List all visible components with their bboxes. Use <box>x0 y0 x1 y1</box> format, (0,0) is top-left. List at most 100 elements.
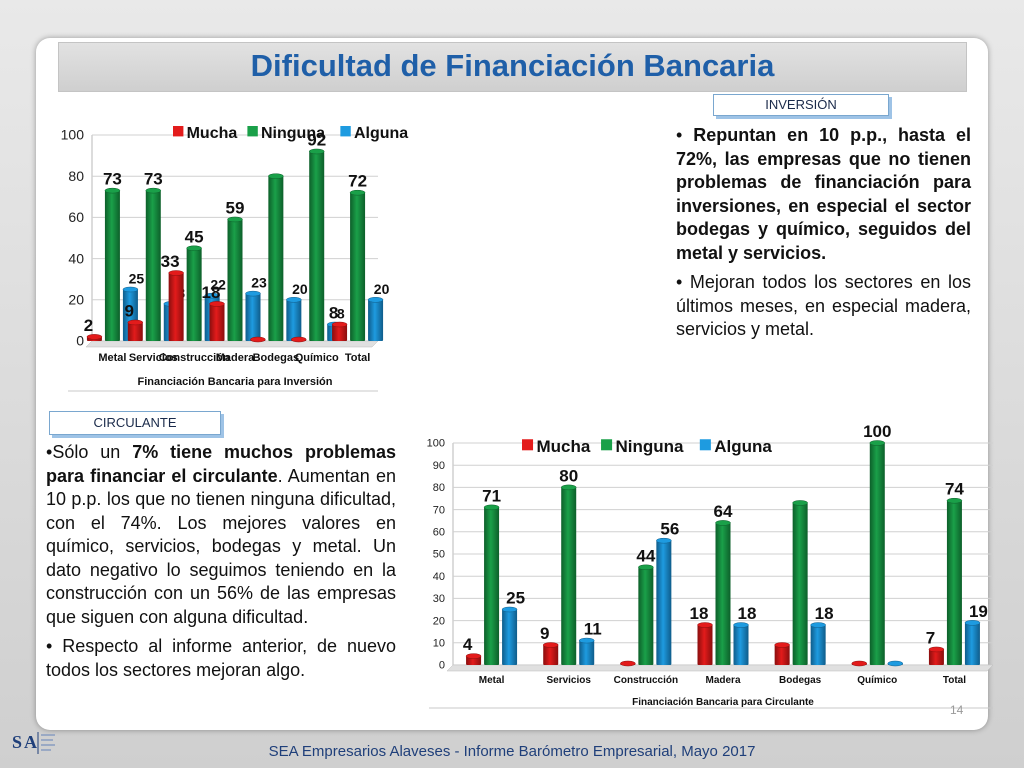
bar-cap-ninguna <box>560 484 577 491</box>
bar-alguna <box>810 625 826 665</box>
y-tick-label: 0 <box>76 333 84 349</box>
inversion-tag: INVERSIÓN <box>713 94 889 116</box>
data-label: 25 <box>129 271 145 287</box>
data-label: 45 <box>185 227 204 246</box>
y-tick-label: 60 <box>68 209 84 225</box>
bar-cap-mucha <box>168 270 184 276</box>
bar-cap-mucha <box>465 653 482 659</box>
data-label: 59 <box>226 198 245 217</box>
legend-label-mucha: Mucha <box>187 125 238 142</box>
bar-cap-ninguna <box>638 564 654 571</box>
data-label: 8 <box>329 304 338 323</box>
data-label: 64 <box>714 502 733 521</box>
data-label: 73 <box>144 170 163 189</box>
legend-label-mucha: Mucha <box>536 437 590 456</box>
y-tick-label: 0 <box>439 660 445 672</box>
category-label: Construcción <box>614 675 678 686</box>
data-label: 19 <box>969 602 988 621</box>
y-tick-label: 20 <box>68 291 84 307</box>
category-label: Metal <box>479 675 505 686</box>
bar-cap-ninguna <box>715 520 731 526</box>
data-label: 80 <box>559 466 578 485</box>
circulante-paragraph-1: •Sólo un 7% tiene muchos problemas para … <box>46 442 397 627</box>
bar-mucha <box>774 645 790 665</box>
category-label: Madera <box>705 675 740 686</box>
category-label: Total <box>345 352 370 364</box>
y-tick-label: 70 <box>433 504 445 516</box>
data-label: 20 <box>374 281 390 297</box>
data-label: 73 <box>103 170 122 189</box>
bar-ninguna <box>484 507 500 665</box>
inversion-p1-rest: , hasta el 72%, las empresas que no tien… <box>676 125 971 263</box>
category-label: Total <box>943 675 966 686</box>
category-label: Madera <box>216 352 255 364</box>
circulante-p1-a: Sólo un <box>52 442 133 462</box>
bar-cap-mucha <box>774 642 790 648</box>
y-tick-label: 20 <box>433 615 445 627</box>
data-label: 18 <box>815 604 834 623</box>
bar-ninguna <box>186 248 202 341</box>
bar-cap-alguna <box>578 637 595 644</box>
legend-swatch-ninguna <box>601 439 613 451</box>
bar-alguna <box>368 299 384 341</box>
category-label: Bodegas <box>253 352 299 364</box>
bar-cap-alguna <box>887 660 904 667</box>
bar-cap-alguna <box>367 297 384 303</box>
bar-cap-ninguna <box>483 504 500 511</box>
circulante-text: •Sólo un 7% tiene muchos problemas para … <box>46 441 396 688</box>
legend-label-ninguna: Ninguna <box>261 125 325 142</box>
data-label: 9 <box>540 624 549 643</box>
category-label: Químico <box>295 352 339 364</box>
data-label: 74 <box>945 480 964 499</box>
bar-cap-alguna <box>733 622 749 628</box>
bar-cap-mucha <box>290 336 307 343</box>
bar-alguna <box>964 622 980 665</box>
bar-cap-ninguna <box>946 497 963 504</box>
category-label: Metal <box>98 352 126 364</box>
data-label: 18 <box>690 604 709 623</box>
bar-cap-ninguna <box>349 189 366 196</box>
bar-cap-mucha <box>127 319 144 326</box>
y-tick-label: 100 <box>61 127 85 143</box>
y-tick-label: 100 <box>427 438 445 450</box>
inversion-paragraph-2: • Mejoran todos los sectores en los últi… <box>676 272 971 339</box>
legend-label-alguna: Alguna <box>714 437 772 456</box>
sea-logo: S A <box>12 732 55 754</box>
legend-swatch-ninguna <box>247 126 258 137</box>
y-tick-label: 40 <box>68 250 84 266</box>
y-tick-label: 30 <box>433 593 445 605</box>
bar-mucha <box>697 625 713 665</box>
bar-alguna <box>245 293 261 341</box>
bar-cap-alguna <box>501 606 518 613</box>
inversion-p2: Mejoran todos los sectores en los último… <box>676 272 971 339</box>
y-tick-label: 50 <box>433 549 445 561</box>
bar-cap-mucha <box>542 642 559 648</box>
bar-cap-mucha <box>928 646 945 653</box>
category-label: Químico <box>857 675 897 686</box>
data-label: 18 <box>202 283 221 302</box>
bar-cap-mucha <box>331 321 348 328</box>
inversion-text: • Repuntan en 10 p.p., hasta el 72%, las… <box>676 124 971 348</box>
bar-mucha <box>543 645 559 665</box>
inversion-highlight: Repuntan en 10 p.p. <box>693 125 883 145</box>
category-label: Bodegas <box>779 675 822 686</box>
bar-ninguna <box>561 487 577 665</box>
bar-alguna <box>733 625 749 665</box>
bar-alguna <box>502 609 518 665</box>
bar-cap-alguna <box>204 292 220 299</box>
bar-cap-ninguna <box>186 245 202 252</box>
bar-mucha <box>168 273 184 341</box>
y-tick-label: 80 <box>68 168 84 184</box>
footer-text: SEA Empresarios Alaveses - Informe Baróm… <box>268 743 756 760</box>
bar-mucha <box>209 303 225 341</box>
inversion-chart: 0 20 40 60 80 100 Metal 2 73 25 Servicios 9 73 18 Cons… <box>61 125 408 392</box>
bar-ninguna <box>350 192 366 341</box>
data-label: 4 <box>463 635 473 654</box>
bar-cap-ninguna <box>268 173 284 179</box>
x-axis-title: Financiación Bancaria para Circulante <box>632 697 814 708</box>
bar-alguna <box>286 299 302 341</box>
bar-cap-alguna <box>122 286 139 293</box>
circulante-p1-c: . Aumentan en 10 p.p. los que no tienen … <box>46 465 397 627</box>
data-label: 72 <box>348 172 367 191</box>
data-label: 44 <box>636 546 655 565</box>
